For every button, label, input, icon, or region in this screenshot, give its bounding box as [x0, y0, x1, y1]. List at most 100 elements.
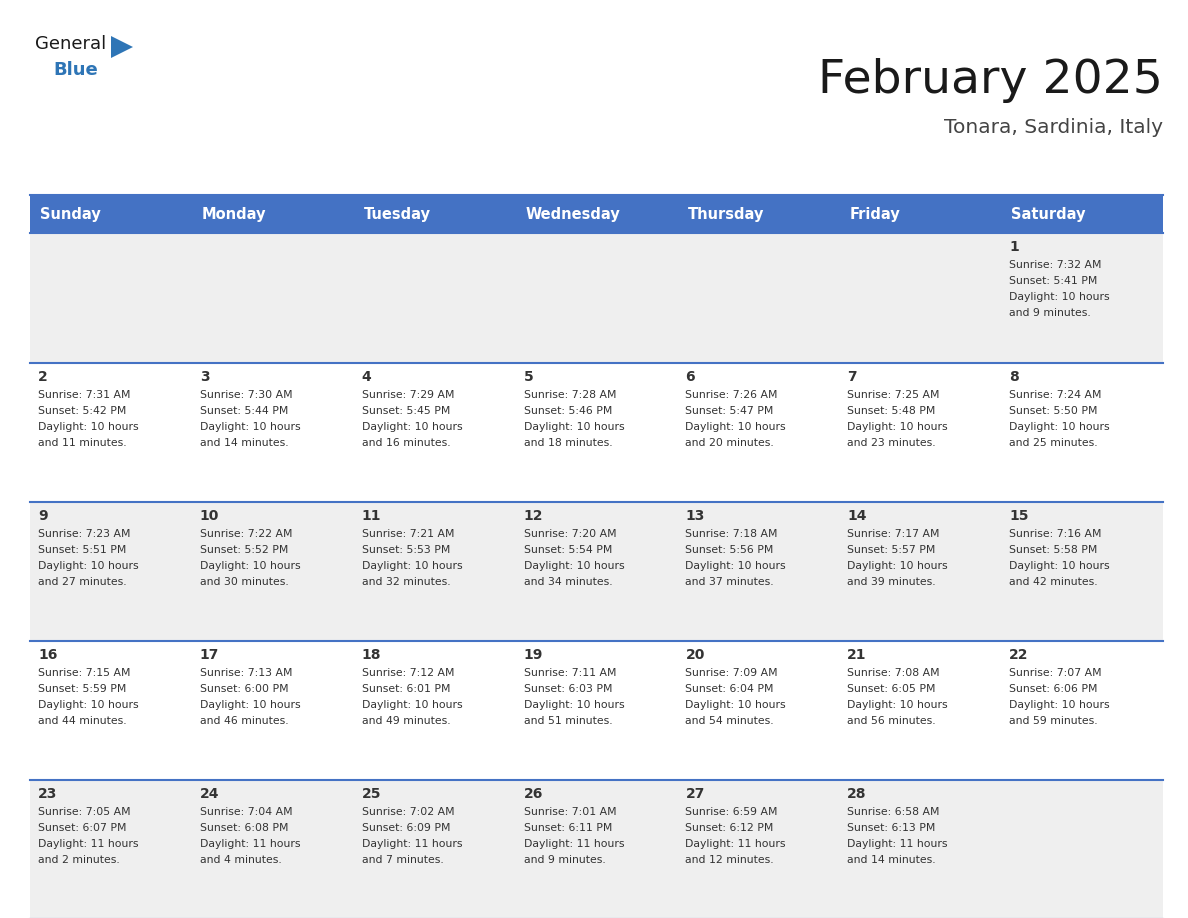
Text: Blue: Blue	[53, 61, 97, 79]
Text: Daylight: 10 hours: Daylight: 10 hours	[1009, 700, 1110, 710]
Bar	[30, 195, 1163, 233]
Text: and 4 minutes.: and 4 minutes.	[200, 855, 282, 865]
Text: Sunrise: 7:15 AM: Sunrise: 7:15 AM	[38, 668, 131, 678]
Bar	[191, 641, 354, 780]
Bar	[1001, 233, 1163, 363]
Text: Sunset: 5:57 PM: Sunset: 5:57 PM	[847, 545, 936, 555]
Text: 26: 26	[524, 787, 543, 801]
Text: and 30 minutes.: and 30 minutes.	[200, 577, 289, 587]
Text: 15: 15	[1009, 509, 1029, 523]
Text: Sunset: 5:54 PM: Sunset: 5:54 PM	[524, 545, 612, 555]
Text: Sunrise: 7:04 AM: Sunrise: 7:04 AM	[200, 807, 292, 817]
Text: and 16 minutes.: and 16 minutes.	[361, 438, 450, 448]
Bar	[516, 363, 677, 502]
Text: Sunrise: 6:58 AM: Sunrise: 6:58 AM	[847, 807, 940, 817]
Text: and 11 minutes.: and 11 minutes.	[38, 438, 127, 448]
Text: February 2025: February 2025	[819, 58, 1163, 103]
Text: Daylight: 10 hours: Daylight: 10 hours	[524, 422, 624, 432]
Text: and 59 minutes.: and 59 minutes.	[1009, 716, 1098, 726]
Text: Sunset: 5:50 PM: Sunset: 5:50 PM	[1009, 406, 1098, 416]
Text: 19: 19	[524, 648, 543, 662]
Text: and 51 minutes.: and 51 minutes.	[524, 716, 612, 726]
Text: Daylight: 10 hours: Daylight: 10 hours	[524, 700, 624, 710]
Text: and 54 minutes.: and 54 minutes.	[685, 716, 775, 726]
Text: 9: 9	[38, 509, 48, 523]
Text: Daylight: 10 hours: Daylight: 10 hours	[38, 700, 139, 710]
Bar	[354, 780, 516, 918]
Text: General: General	[34, 35, 106, 53]
Text: Sunrise: 7:17 AM: Sunrise: 7:17 AM	[847, 529, 940, 539]
Text: Sunrise: 7:23 AM: Sunrise: 7:23 AM	[38, 529, 131, 539]
Text: Sunset: 6:05 PM: Sunset: 6:05 PM	[847, 684, 936, 694]
Text: 6: 6	[685, 370, 695, 384]
Text: Sunset: 5:51 PM: Sunset: 5:51 PM	[38, 545, 126, 555]
Bar	[30, 780, 191, 918]
Text: and 9 minutes.: and 9 minutes.	[1009, 308, 1091, 318]
Text: Sunrise: 7:21 AM: Sunrise: 7:21 AM	[361, 529, 454, 539]
Text: Saturday: Saturday	[1011, 207, 1086, 221]
Text: 1: 1	[1009, 240, 1019, 254]
Text: 27: 27	[685, 787, 704, 801]
Bar	[677, 502, 839, 641]
Text: and 46 minutes.: and 46 minutes.	[200, 716, 289, 726]
Text: Daylight: 10 hours: Daylight: 10 hours	[1009, 561, 1110, 571]
Text: Sunrise: 7:28 AM: Sunrise: 7:28 AM	[524, 390, 617, 400]
Text: 13: 13	[685, 509, 704, 523]
Text: Sunset: 6:00 PM: Sunset: 6:00 PM	[200, 684, 289, 694]
Bar	[1001, 641, 1163, 780]
Text: 7: 7	[847, 370, 857, 384]
Text: Sunset: 5:42 PM: Sunset: 5:42 PM	[38, 406, 126, 416]
Text: and 18 minutes.: and 18 minutes.	[524, 438, 612, 448]
Text: Daylight: 11 hours: Daylight: 11 hours	[847, 839, 948, 849]
Text: Wednesday: Wednesday	[525, 207, 620, 221]
Text: Sunset: 5:53 PM: Sunset: 5:53 PM	[361, 545, 450, 555]
Text: Sunrise: 7:11 AM: Sunrise: 7:11 AM	[524, 668, 617, 678]
Text: Sunset: 6:07 PM: Sunset: 6:07 PM	[38, 823, 126, 833]
Text: Daylight: 10 hours: Daylight: 10 hours	[1009, 292, 1110, 302]
Bar	[191, 502, 354, 641]
Text: Daylight: 11 hours: Daylight: 11 hours	[361, 839, 462, 849]
Text: Sunset: 6:04 PM: Sunset: 6:04 PM	[685, 684, 773, 694]
Bar	[839, 641, 1001, 780]
Text: Sunset: 6:13 PM: Sunset: 6:13 PM	[847, 823, 936, 833]
Bar	[677, 780, 839, 918]
Bar	[191, 233, 354, 363]
Text: Thursday: Thursday	[688, 207, 764, 221]
Text: Daylight: 10 hours: Daylight: 10 hours	[38, 422, 139, 432]
Text: Sunrise: 7:13 AM: Sunrise: 7:13 AM	[200, 668, 292, 678]
Bar	[677, 363, 839, 502]
Polygon shape	[110, 36, 133, 58]
Text: Sunrise: 7:25 AM: Sunrise: 7:25 AM	[847, 390, 940, 400]
Bar	[30, 502, 191, 641]
Text: Sunrise: 7:29 AM: Sunrise: 7:29 AM	[361, 390, 454, 400]
Text: Sunrise: 7:24 AM: Sunrise: 7:24 AM	[1009, 390, 1101, 400]
Bar	[1001, 780, 1163, 918]
Text: 8: 8	[1009, 370, 1019, 384]
Text: and 42 minutes.: and 42 minutes.	[1009, 577, 1098, 587]
Text: 5: 5	[524, 370, 533, 384]
Text: and 49 minutes.: and 49 minutes.	[361, 716, 450, 726]
Text: and 37 minutes.: and 37 minutes.	[685, 577, 775, 587]
Bar	[677, 641, 839, 780]
Text: 11: 11	[361, 509, 381, 523]
Text: Daylight: 10 hours: Daylight: 10 hours	[200, 422, 301, 432]
Text: Sunset: 5:41 PM: Sunset: 5:41 PM	[1009, 276, 1098, 286]
Text: and 27 minutes.: and 27 minutes.	[38, 577, 127, 587]
Text: Sunrise: 7:01 AM: Sunrise: 7:01 AM	[524, 807, 617, 817]
Text: Tuesday: Tuesday	[364, 207, 431, 221]
Text: and 23 minutes.: and 23 minutes.	[847, 438, 936, 448]
Text: and 25 minutes.: and 25 minutes.	[1009, 438, 1098, 448]
Text: 4: 4	[361, 370, 372, 384]
Text: Sunrise: 7:07 AM: Sunrise: 7:07 AM	[1009, 668, 1101, 678]
Text: Sunset: 5:52 PM: Sunset: 5:52 PM	[200, 545, 289, 555]
Bar	[30, 641, 191, 780]
Text: and 12 minutes.: and 12 minutes.	[685, 855, 775, 865]
Text: Sunrise: 7:20 AM: Sunrise: 7:20 AM	[524, 529, 617, 539]
Text: Sunset: 6:03 PM: Sunset: 6:03 PM	[524, 684, 612, 694]
Bar	[516, 233, 677, 363]
Text: Daylight: 11 hours: Daylight: 11 hours	[524, 839, 624, 849]
Text: Daylight: 10 hours: Daylight: 10 hours	[847, 561, 948, 571]
Text: Sunset: 5:47 PM: Sunset: 5:47 PM	[685, 406, 773, 416]
Text: Sunset: 5:45 PM: Sunset: 5:45 PM	[361, 406, 450, 416]
Bar	[839, 502, 1001, 641]
